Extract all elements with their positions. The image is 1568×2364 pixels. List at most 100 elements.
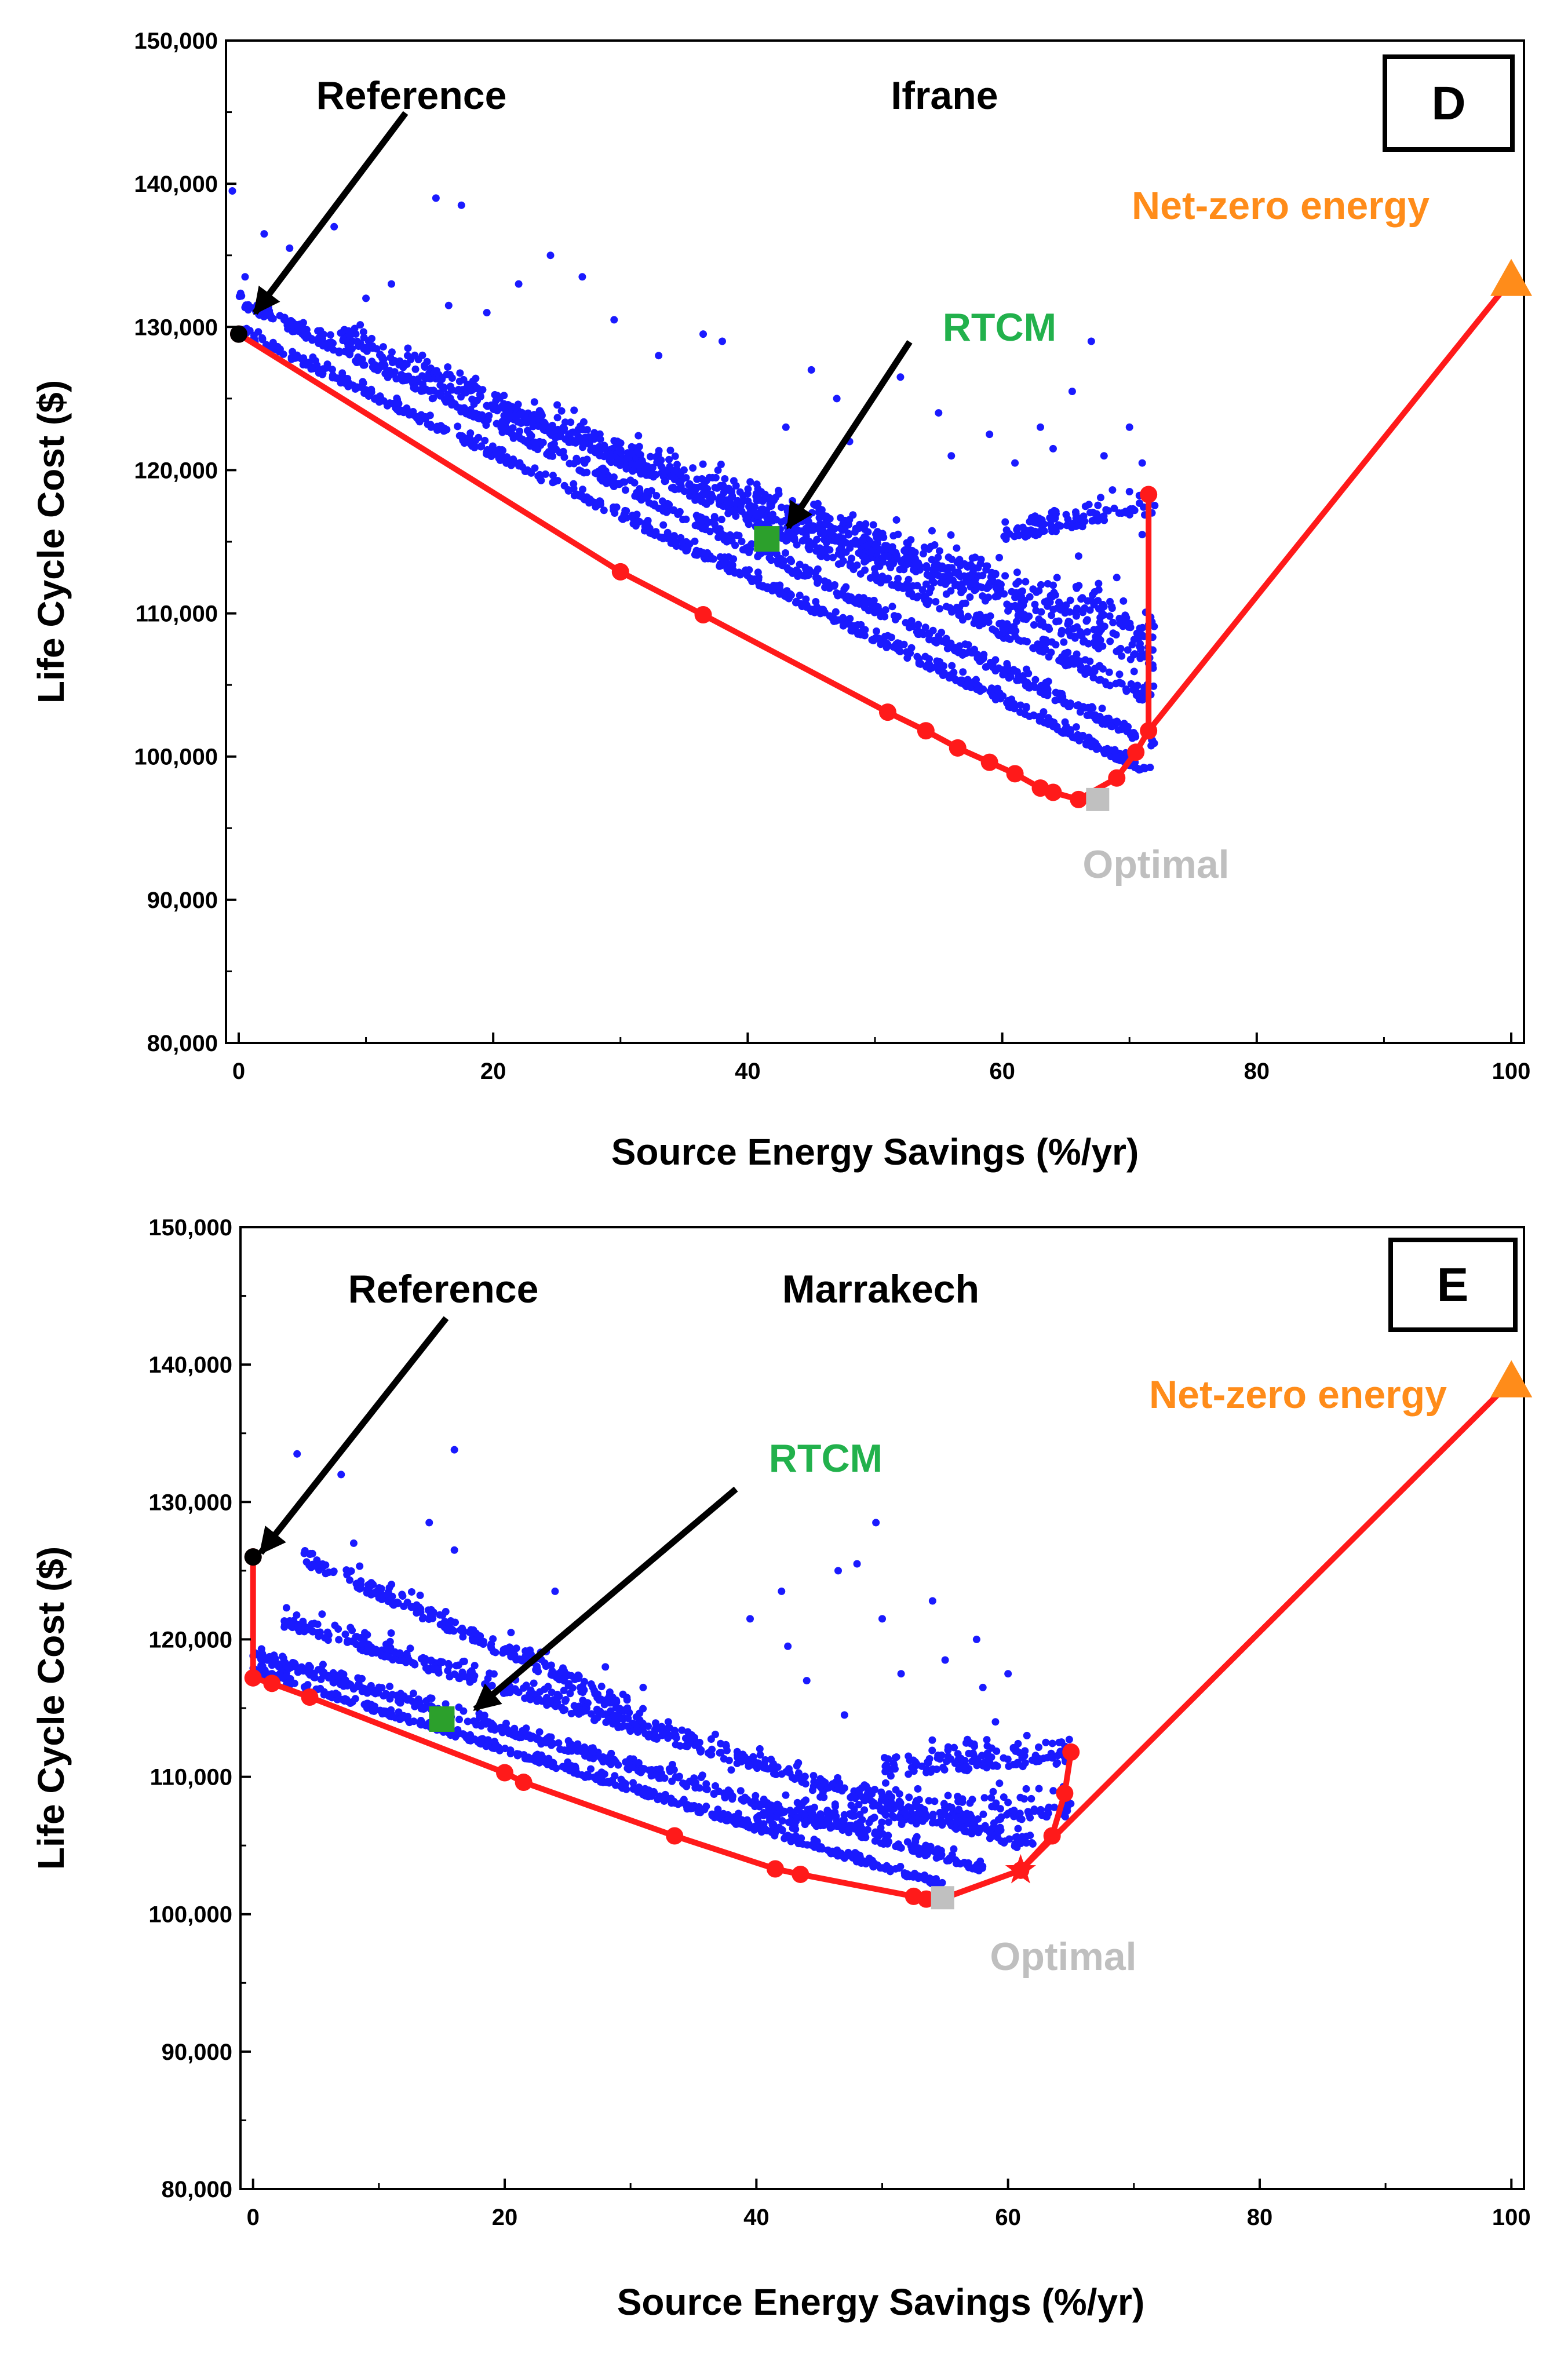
scatter-point: [847, 1822, 855, 1830]
scatter-point: [363, 347, 371, 355]
scatter-point: [728, 1795, 736, 1803]
scatter-point: [1113, 574, 1121, 582]
scatter-point: [1138, 531, 1146, 539]
scatter-point: [896, 566, 904, 574]
scatter-point: [527, 1686, 535, 1694]
scatter-point: [579, 418, 588, 426]
scatter-point: [892, 1786, 900, 1794]
scatter-point: [617, 457, 625, 465]
scatter-point: [894, 612, 902, 621]
scatter-point: [753, 1825, 761, 1833]
scatter-point: [520, 413, 528, 421]
scatter-point: [450, 1731, 458, 1739]
scatter-point: [623, 1722, 632, 1730]
scatter-point: [661, 477, 669, 486]
scatter-point: [1002, 1811, 1011, 1819]
scatter-point: [699, 481, 708, 490]
scatter-point: [443, 395, 451, 403]
scatter-point: [387, 1629, 395, 1637]
scatter-point: [570, 406, 578, 414]
scatter-point: [581, 1773, 589, 1781]
scatter-point: [825, 1783, 833, 1792]
scatter-point: [976, 615, 984, 623]
scatter-point: [759, 505, 767, 513]
scatter-point: [676, 508, 684, 516]
scatter-point: [1151, 501, 1159, 509]
scatter-point: [884, 1832, 892, 1840]
scatter-point: [602, 451, 610, 459]
scatter-point: [458, 405, 466, 413]
scatter-point: [542, 1662, 550, 1670]
scatter-point: [610, 316, 618, 324]
scatter-point: [1066, 608, 1074, 616]
scatter-point: [767, 511, 775, 519]
scatter-point: [880, 1840, 888, 1848]
scatter-point: [659, 521, 668, 529]
scatter-point: [711, 520, 719, 528]
scatter-point: [477, 414, 485, 422]
scatter-point: [995, 632, 1003, 640]
scatter-point: [451, 400, 459, 408]
scatter-point: [659, 534, 667, 542]
scatter-point: [945, 1814, 953, 1822]
scatter-point: [1057, 630, 1065, 638]
scatter-point: [535, 407, 544, 415]
scatter-point: [869, 521, 877, 529]
scatter-point: [1052, 508, 1060, 516]
scatter-point: [823, 553, 831, 561]
scatter-point: [322, 1570, 330, 1578]
scatter-point: [860, 1857, 868, 1865]
scatter-point: [1115, 670, 1124, 678]
scatter-point: [1111, 747, 1119, 755]
scatter-point: [671, 452, 679, 460]
scatter-point: [720, 488, 728, 497]
scatter-point: [710, 515, 719, 523]
scatter-point: [699, 549, 708, 557]
scatter-cloud: [249, 1446, 1075, 1891]
scatter-point: [675, 478, 683, 486]
scatter-point: [956, 1817, 964, 1825]
scatter-point: [640, 468, 648, 476]
scatter-point: [257, 1645, 265, 1653]
scatter-point: [1049, 444, 1057, 453]
scatter-point: [689, 464, 697, 472]
scatter-point: [451, 1618, 460, 1626]
scatter-point: [528, 417, 536, 425]
scatter-point: [683, 1782, 691, 1790]
scatter-point: [647, 1772, 655, 1780]
scatter-point: [934, 553, 942, 561]
scatter-point: [666, 446, 674, 454]
scatter-point: [983, 584, 991, 592]
scatter-point: [794, 568, 803, 577]
scatter-point: [672, 1734, 680, 1742]
panel-letter: D: [1431, 77, 1465, 130]
scatter-point: [863, 542, 871, 550]
scatter-point: [855, 1829, 863, 1837]
scatter-point: [528, 1755, 536, 1763]
scatter-point: [1052, 527, 1060, 535]
scatter-point: [541, 1755, 549, 1763]
scatter-point: [621, 486, 629, 494]
scatter-point: [553, 401, 561, 409]
chart-panel-marrakech: 0 20 40 60 80 100 80,00090,000100,000110,0001…: [30, 1215, 1533, 2323]
scatter-point: [1012, 580, 1020, 588]
scatter-point: [471, 1662, 479, 1670]
scatter-point: [673, 461, 681, 469]
scatter-point: [1081, 604, 1089, 612]
scatter-point: [293, 1611, 301, 1619]
scatter-point: [317, 366, 325, 374]
scatter-point: [834, 592, 842, 600]
scatter-point: [708, 1810, 716, 1818]
scatter-point: [360, 361, 369, 369]
scatter-point: [513, 1752, 522, 1760]
scatter-point: [928, 1736, 936, 1744]
scatter-point: [826, 1824, 834, 1832]
scatter-point: [773, 1813, 781, 1821]
scatter-point: [346, 349, 354, 357]
scatter-point: [856, 1811, 864, 1819]
scatter-point: [996, 1815, 1004, 1823]
scatter-point: [751, 1803, 759, 1811]
scatter-point: [373, 1589, 381, 1597]
scatter-point: [577, 467, 585, 475]
